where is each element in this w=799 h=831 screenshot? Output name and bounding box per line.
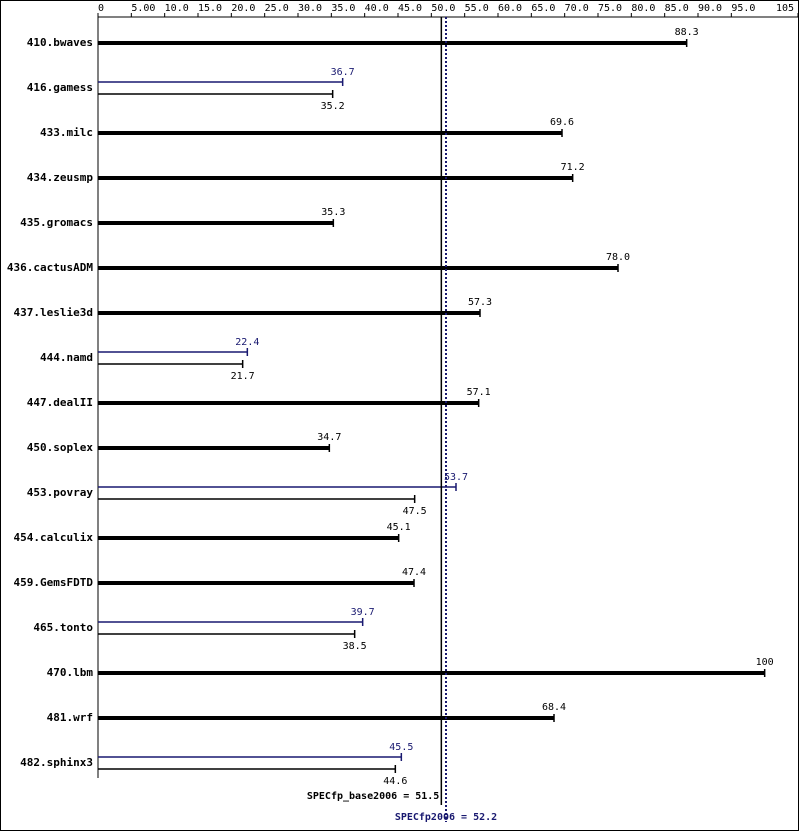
value-label: 88.3 (675, 27, 699, 38)
category-label: 437.leslie3d (14, 306, 93, 319)
value-label: 47.4 (402, 567, 426, 578)
x-tick-label: 5.00 (131, 3, 155, 14)
category-label: 482.sphinx3 (20, 756, 93, 769)
value-label: 22.4 (235, 337, 259, 348)
x-tick-label: 45.0 (398, 3, 422, 14)
category-label: 465.tonto (33, 621, 93, 634)
x-tick-label: 80.0 (631, 3, 655, 14)
value-label: 57.3 (468, 297, 492, 308)
value-label: 57.1 (467, 387, 491, 398)
value-label: 45.5 (389, 742, 413, 753)
x-tick-label: 90.0 (698, 3, 722, 14)
category-label: 410.bwaves (27, 36, 93, 49)
x-tick-label: 0 (98, 3, 104, 14)
x-tick-label: 30.0 (298, 3, 322, 14)
x-tick-label: 55.0 (465, 3, 489, 14)
x-tick-label: 85.0 (665, 3, 689, 14)
x-tick-label: 20.0 (231, 3, 255, 14)
value-label: 69.6 (550, 117, 574, 128)
x-tick-label: 95.0 (731, 3, 755, 14)
value-label: 53.7 (444, 472, 468, 483)
reference-label: SPECfp2006 = 52.2 (395, 812, 497, 823)
value-label: 45.1 (387, 522, 411, 533)
category-label: 447.dealII (27, 396, 93, 409)
value-label: 35.2 (321, 101, 345, 112)
value-label: 39.7 (351, 607, 375, 618)
category-label: 433.milc (40, 126, 93, 139)
value-label: 38.5 (343, 641, 367, 652)
x-tick-label: 35.0 (331, 3, 355, 14)
value-label: 68.4 (542, 702, 566, 713)
category-label: 444.namd (40, 351, 93, 364)
value-label: 44.6 (383, 776, 407, 787)
value-label: 35.3 (321, 207, 345, 218)
value-label: 34.7 (317, 432, 341, 443)
category-label: 454.calculix (14, 531, 94, 544)
category-label: 435.gromacs (20, 216, 93, 229)
x-tick-label: 15.0 (198, 3, 222, 14)
x-tick-label: 40.0 (365, 3, 389, 14)
x-tick-label: 50.0 (431, 3, 455, 14)
category-label: 434.zeusmp (27, 171, 94, 184)
reference-label: SPECfp_base2006 = 51.5 (307, 791, 439, 802)
category-label: 470.lbm (47, 666, 94, 679)
x-tick-label: 10.0 (165, 3, 189, 14)
value-label: 100 (756, 657, 774, 668)
category-label: 436.cactusADM (7, 261, 93, 274)
x-tick-label: 65.0 (531, 3, 555, 14)
value-label: 47.5 (403, 506, 427, 517)
x-tick-label: 70.0 (565, 3, 589, 14)
category-label: 450.soplex (27, 441, 94, 454)
category-label: 453.povray (27, 486, 94, 499)
value-label: 78.0 (606, 252, 630, 263)
x-tick-label: 25.0 (265, 3, 289, 14)
value-label: 21.7 (231, 371, 255, 382)
value-label: 71.2 (561, 162, 585, 173)
x-tick-label: 105 (776, 3, 794, 14)
x-tick-label: 60.0 (498, 3, 522, 14)
category-label: 459.GemsFDTD (14, 576, 94, 589)
category-label: 416.gamess (27, 81, 93, 94)
x-tick-label: 75.0 (598, 3, 622, 14)
value-label: 36.7 (331, 67, 355, 78)
category-label: 481.wrf (47, 711, 93, 724)
